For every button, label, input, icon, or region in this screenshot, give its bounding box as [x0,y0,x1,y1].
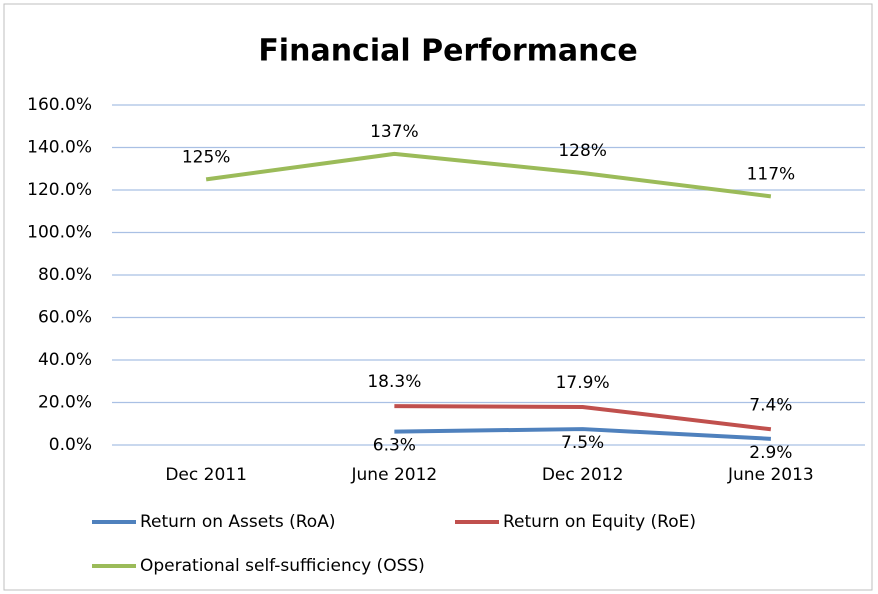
chart-frame [3,3,873,591]
data-label: 17.9% [556,373,610,393]
series-line [394,427,771,441]
data-label: 117% [747,164,796,184]
x-tick-label: June 2012 [351,465,438,485]
x-tick-label: June 2013 [727,465,814,485]
y-tick-label: 40.0% [38,350,92,370]
legend-label: Operational self-sufficiency (OSS) [140,556,425,576]
data-label: 128% [558,141,607,161]
x-tick-label: Dec 2012 [542,465,624,485]
data-label: 18.3% [367,372,421,392]
y-tick-label: 80.0% [38,265,92,285]
y-tick-label: 60.0% [38,308,92,328]
data-label: 125% [182,147,231,167]
data-label: 7.5% [561,433,604,453]
data-label: 2.9% [749,443,792,463]
chart-title: Financial Performance [258,34,637,69]
series-line [394,404,772,432]
y-tick-label: 100.0% [27,223,92,243]
legend-label: Return on Assets (RoA) [140,512,335,532]
y-tick-label: 140.0% [27,138,92,158]
series-line [205,151,772,199]
data-label: 6.3% [373,436,416,456]
y-tick-label: 20.0% [38,393,92,413]
legend-label: Return on Equity (RoE) [503,512,696,532]
y-tick-label: 120.0% [27,180,92,200]
data-label: 7.4% [749,395,792,415]
y-tick-label: 160.0% [27,95,92,115]
y-tick-label: 0.0% [49,435,92,455]
data-label: 137% [370,122,419,142]
x-tick-label: Dec 2011 [165,465,247,485]
